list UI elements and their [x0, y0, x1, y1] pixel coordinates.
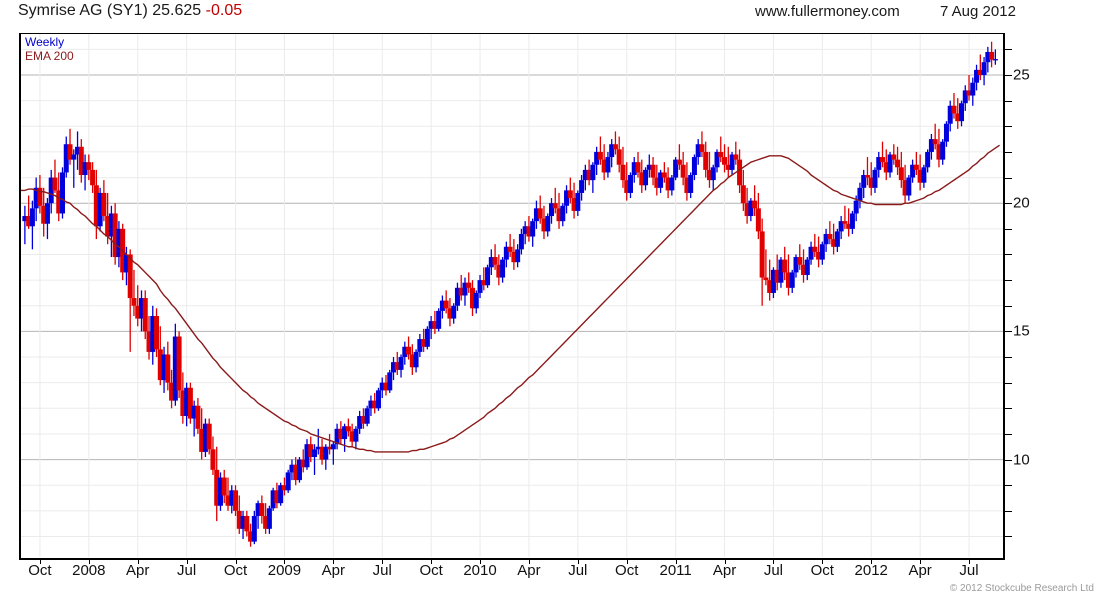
- x-axis-tick: [235, 558, 237, 564]
- x-axis-tick: [822, 558, 824, 564]
- x-axis-tick: [626, 558, 628, 564]
- x-axis-tick: [577, 558, 579, 564]
- source-website: www.fullermoney.com: [755, 3, 900, 20]
- x-axis-tick-label: Apr: [517, 562, 541, 579]
- x-axis-tick: [137, 558, 139, 564]
- copyright-notice: © 2012 Stockcube Research Ltd: [949, 583, 1094, 594]
- plot-inner: [21, 34, 1003, 558]
- y-axis-tick: [1005, 126, 1012, 128]
- instrument-title: Symrise AG (SY1) 25.625 -0.05: [18, 2, 242, 20]
- y-axis-tick-label: 25: [1013, 66, 1030, 84]
- chart-legend: Weekly EMA 200: [25, 35, 74, 63]
- y-axis-tick: [1005, 254, 1012, 256]
- x-axis-tick-label: Apr: [908, 562, 932, 579]
- x-axis-tick: [773, 558, 775, 564]
- x-axis-tick: [871, 558, 873, 564]
- y-axis-tick: [1005, 485, 1012, 487]
- x-axis-tick: [969, 558, 971, 564]
- y-axis-tick: [1005, 151, 1012, 153]
- x-axis-tick: [39, 558, 41, 564]
- x-axis-tick: [528, 558, 530, 564]
- y-axis-tick: [1005, 510, 1012, 512]
- y-axis-tick: [1005, 408, 1012, 410]
- x-axis-tick-label: 2009: [267, 562, 302, 579]
- y-axis-tick: [1005, 49, 1012, 51]
- x-axis-tick-label: Jul: [372, 562, 392, 579]
- y-axis-tick: [1005, 203, 1012, 205]
- x-axis-tick: [675, 558, 677, 564]
- y-axis-tick-label: 15: [1013, 322, 1030, 340]
- price-chart-plot: Weekly EMA 200: [19, 33, 1005, 560]
- x-axis-tick-label: Apr: [321, 562, 345, 579]
- candlestick-svg: [21, 34, 1003, 557]
- x-axis-tick: [724, 558, 726, 564]
- chart-header: Symrise AG (SY1) 25.625 -0.05 www.fuller…: [0, 0, 1100, 30]
- legend-item-weekly: Weekly: [25, 35, 65, 49]
- x-axis-tick: [431, 558, 433, 564]
- x-axis-tick-label: 2008: [72, 562, 106, 579]
- x-axis-tick-label: Jul: [177, 562, 197, 579]
- x-axis-tick-label: Apr: [712, 562, 737, 579]
- x-axis-tick-label: 2012: [854, 562, 888, 579]
- price-change: -0.05: [205, 2, 243, 19]
- chart-date: 7 Aug 2012: [940, 3, 1016, 20]
- x-axis-tick: [284, 558, 286, 564]
- x-axis-tick-label: 2010: [463, 562, 497, 579]
- x-axis-tick-label: Oct: [615, 562, 639, 579]
- x-axis-tick: [88, 558, 90, 564]
- x-axis-tick-label: Jul: [959, 562, 979, 579]
- y-axis-tick: [1005, 357, 1012, 359]
- y-axis-tick: [1005, 177, 1012, 179]
- x-axis-tick: [480, 558, 482, 564]
- y-axis-tick: [1005, 280, 1012, 282]
- x-axis-tick-label: Oct: [223, 562, 248, 579]
- legend-item-ema200: EMA 200: [25, 49, 74, 63]
- y-axis-tick: [1005, 331, 1012, 333]
- y-axis-tick-label: 10: [1013, 451, 1030, 469]
- instrument-name-price: Symrise AG (SY1) 25.625: [18, 2, 202, 19]
- y-axis-tick: [1005, 382, 1012, 384]
- y-axis-tick: [1005, 100, 1012, 102]
- y-axis-tick: [1005, 536, 1012, 538]
- y-axis-tick-label: 20: [1013, 194, 1030, 212]
- y-axis-tick: [1005, 305, 1012, 307]
- x-axis-tick-label: Oct: [419, 562, 443, 579]
- x-axis-tick-label: Oct: [810, 562, 834, 579]
- y-axis-tick: [1005, 75, 1012, 77]
- y-axis-tick: [1005, 228, 1012, 230]
- y-axis-tick: [1005, 459, 1012, 461]
- x-axis-tick: [382, 558, 384, 564]
- x-axis-tick-label: Jul: [763, 562, 784, 579]
- y-axis-tick: [1005, 433, 1012, 435]
- x-axis-tick-label: Jul: [568, 562, 588, 579]
- x-axis-tick: [920, 558, 922, 564]
- x-axis-tick-label: 2011: [659, 562, 692, 579]
- x-axis-tick-label: Apr: [126, 562, 150, 579]
- x-axis-tick: [333, 558, 335, 564]
- x-axis-tick: [186, 558, 188, 564]
- x-axis-tick-label: Oct: [28, 562, 52, 579]
